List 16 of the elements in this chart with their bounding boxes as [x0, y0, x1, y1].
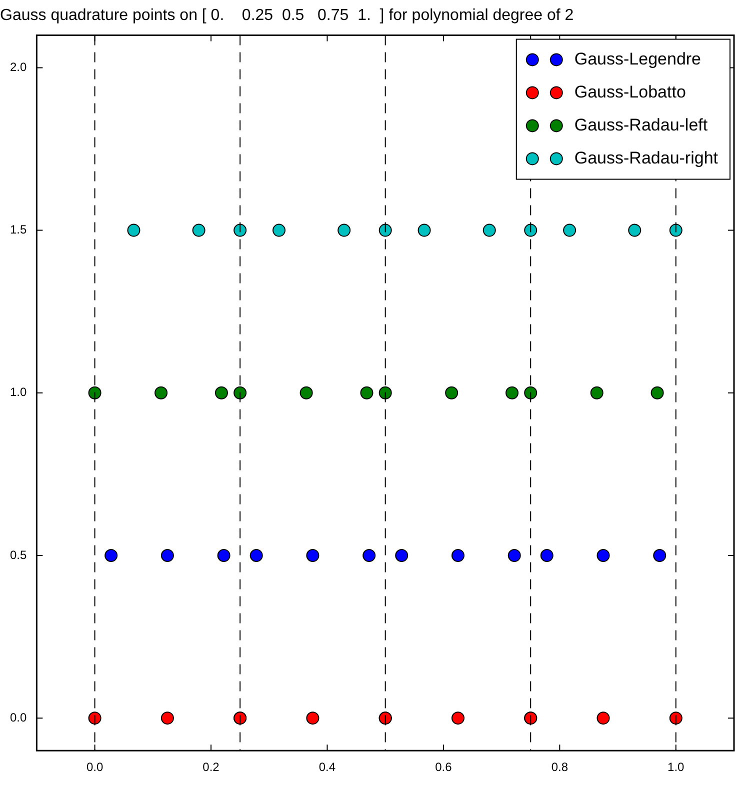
y-tick-label: 2.0 — [10, 60, 27, 74]
x-tick-label: 0.6 — [435, 760, 452, 774]
legend-label: Gauss-Legendre — [574, 49, 702, 68]
x-tick-label: 0.0 — [86, 760, 104, 774]
y-tick-label: 1.0 — [10, 385, 27, 400]
y-tick-label: 0.5 — [10, 548, 27, 562]
y-tick-label: 1.5 — [10, 222, 27, 237]
legend-label: Gauss-Lobatto — [574, 82, 686, 102]
chart-title: Gauss quadrature points on [ 0. 0.25 0.5 0.75 1. ] for polynomial degree of 2 — [0, 7, 574, 24]
x-tick-label: 1.0 — [668, 760, 685, 774]
y-tick-label: 0.0 — [10, 710, 27, 724]
legend-label: Gauss-Radau-right — [574, 148, 718, 168]
x-tick-label: 0.4 — [318, 760, 336, 774]
x-tick-label: 0.8 — [551, 760, 568, 774]
x-tick-label: 0.2 — [202, 760, 220, 774]
legend-label: Gauss-Radau-left — [574, 115, 708, 134]
